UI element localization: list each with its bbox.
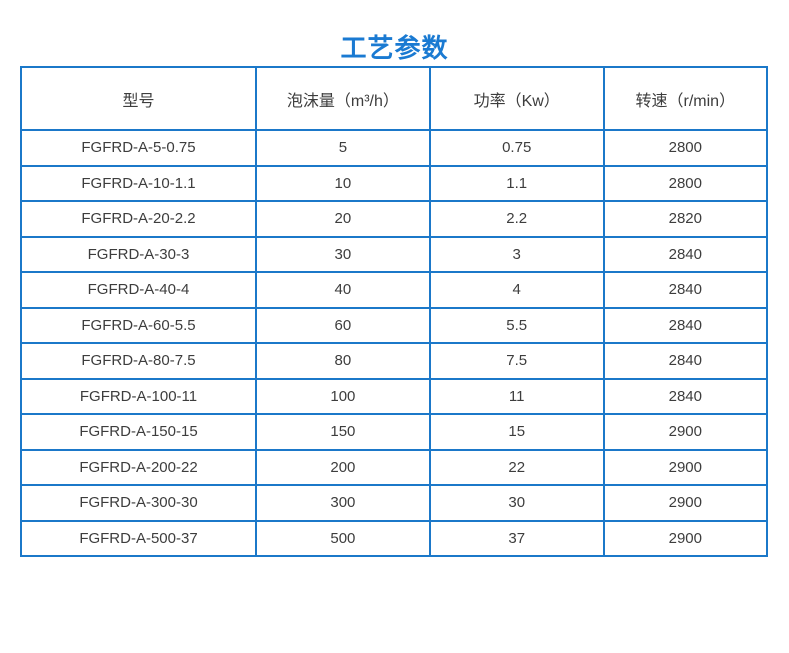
cell-model: FGFRD-A-500-37 xyxy=(20,519,257,557)
table-row: FGFRD-A-150-15 150 15 2900 xyxy=(20,413,769,451)
cell-foam: 20 xyxy=(254,200,431,238)
cell-speed: 2840 xyxy=(602,235,769,273)
table-row: FGFRD-A-40-4 40 4 2840 xyxy=(20,271,769,309)
cell-speed: 2800 xyxy=(602,129,769,167)
cell-speed: 2840 xyxy=(602,377,769,415)
cell-foam: 80 xyxy=(254,342,431,380)
header-power: 功率（Kw） xyxy=(428,66,605,131)
cell-power: 0.75 xyxy=(428,129,605,167)
cell-model: FGFRD-A-200-22 xyxy=(20,448,257,486)
table-row: FGFRD-A-200-22 200 22 2900 xyxy=(20,448,769,486)
cell-foam: 10 xyxy=(254,164,431,202)
cell-model: FGFRD-A-20-2.2 xyxy=(20,200,257,238)
cell-speed: 2840 xyxy=(602,271,769,309)
cell-foam: 500 xyxy=(254,519,431,557)
table-header-row: 型号 泡沫量（m³/h） 功率（Kw） 转速（r/min） xyxy=(20,66,769,131)
table-row: FGFRD-A-10-1.1 10 1.1 2800 xyxy=(20,164,769,202)
cell-model: FGFRD-A-150-15 xyxy=(20,413,257,451)
table-row: FGFRD-A-20-2.2 20 2.2 2820 xyxy=(20,200,769,238)
cell-power: 37 xyxy=(428,519,605,557)
cell-power: 3 xyxy=(428,235,605,273)
cell-power: 1.1 xyxy=(428,164,605,202)
header-foam-volume: 泡沫量（m³/h） xyxy=(254,66,431,131)
cell-power: 5.5 xyxy=(428,306,605,344)
cell-foam: 200 xyxy=(254,448,431,486)
cell-foam: 30 xyxy=(254,235,431,273)
table-row: FGFRD-A-100-11 100 11 2840 xyxy=(20,377,769,415)
cell-power: 2.2 xyxy=(428,200,605,238)
cell-power: 22 xyxy=(428,448,605,486)
cell-foam: 100 xyxy=(254,377,431,415)
cell-model: FGFRD-A-80-7.5 xyxy=(20,342,257,380)
cell-model: FGFRD-A-40-4 xyxy=(20,271,257,309)
table-row: FGFRD-A-500-37 500 37 2900 xyxy=(20,519,769,557)
table-row: FGFRD-A-80-7.5 80 7.5 2840 xyxy=(20,342,769,380)
cell-power: 15 xyxy=(428,413,605,451)
header-speed: 转速（r/min） xyxy=(602,66,769,131)
cell-power: 4 xyxy=(428,271,605,309)
table-row: FGFRD-A-30-3 30 3 2840 xyxy=(20,235,769,273)
cell-model: FGFRD-A-10-1.1 xyxy=(20,164,257,202)
table-row: FGFRD-A-60-5.5 60 5.5 2840 xyxy=(20,306,769,344)
cell-foam: 300 xyxy=(254,484,431,522)
cell-model: FGFRD-A-60-5.5 xyxy=(20,306,257,344)
cell-speed: 2800 xyxy=(602,164,769,202)
cell-speed: 2900 xyxy=(602,519,769,557)
cell-foam: 60 xyxy=(254,306,431,344)
cell-speed: 2840 xyxy=(602,342,769,380)
cell-power: 30 xyxy=(428,484,605,522)
cell-foam: 5 xyxy=(254,129,431,167)
cell-model: FGFRD-A-300-30 xyxy=(20,484,257,522)
cell-speed: 2900 xyxy=(602,448,769,486)
table-row: FGFRD-A-300-30 300 30 2900 xyxy=(20,484,769,522)
table-body: FGFRD-A-5-0.75 5 0.75 2800 FGFRD-A-10-1.… xyxy=(20,129,769,557)
cell-speed: 2900 xyxy=(602,413,769,451)
process-parameters-table: 型号 泡沫量（m³/h） 功率（Kw） 转速（r/min） FGFRD-A-5-… xyxy=(20,66,769,557)
cell-model: FGFRD-A-100-11 xyxy=(20,377,257,415)
cell-foam: 150 xyxy=(254,413,431,451)
cell-model: FGFRD-A-5-0.75 xyxy=(20,129,257,167)
cell-foam: 40 xyxy=(254,271,431,309)
table-row: FGFRD-A-5-0.75 5 0.75 2800 xyxy=(20,129,769,167)
cell-speed: 2900 xyxy=(602,484,769,522)
cell-model: FGFRD-A-30-3 xyxy=(20,235,257,273)
page-title: 工艺参数 xyxy=(340,33,449,63)
cell-speed: 2840 xyxy=(602,306,769,344)
cell-power: 7.5 xyxy=(428,342,605,380)
cell-power: 11 xyxy=(428,377,605,415)
header-model: 型号 xyxy=(20,66,257,131)
cell-speed: 2820 xyxy=(602,200,769,238)
